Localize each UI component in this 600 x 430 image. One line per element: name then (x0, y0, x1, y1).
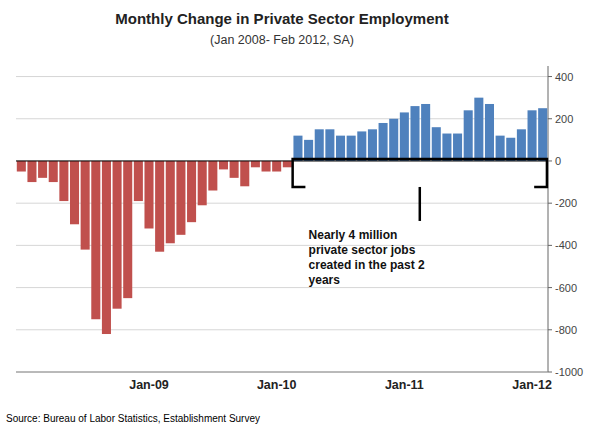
bar (198, 161, 207, 205)
zero-line (16, 160, 548, 161)
y-tick-label: -400 (555, 239, 577, 251)
bar (176, 161, 185, 235)
bracket (293, 159, 547, 221)
grid-line (16, 76, 548, 77)
annotation: Nearly 4 millionprivate sector jobscreat… (309, 228, 425, 287)
y-axis: -1000 -800 -600 -400 -200 0 200 400 (548, 66, 583, 378)
bar (166, 161, 175, 243)
bar (27, 161, 36, 182)
bar (336, 136, 345, 161)
bar (219, 161, 228, 169)
bar (17, 161, 26, 172)
bar (230, 161, 239, 178)
bar (379, 123, 388, 161)
y-tick-label: -800 (555, 324, 577, 336)
y-tick-label: -600 (555, 282, 577, 294)
bar (272, 161, 281, 172)
annotation-line: Nearly 4 million (309, 228, 398, 242)
subtitle: (Jan 2008- Feb 2012, SA) (210, 33, 354, 47)
y-tick (548, 329, 552, 330)
y-tick (548, 372, 552, 373)
y-tick-label: 200 (555, 113, 573, 125)
bar (134, 161, 143, 201)
y-tick-label: -1000 (555, 366, 583, 378)
bar (293, 136, 302, 161)
bar (442, 134, 451, 161)
bar (432, 127, 441, 161)
bar (538, 108, 547, 161)
bracket-stem (419, 187, 422, 221)
x-tick-label: Jan-11 (385, 378, 424, 392)
y-tick-label: 0 (555, 155, 561, 167)
bar (400, 112, 409, 161)
bar (59, 161, 68, 201)
bar (347, 136, 356, 161)
bar (315, 129, 324, 161)
x-tick-label: Jan-09 (129, 378, 169, 392)
bar (70, 161, 79, 224)
bar (496, 136, 505, 161)
y-tick (548, 245, 552, 246)
bar (81, 161, 90, 250)
bracket-outline (293, 159, 547, 187)
bar (389, 119, 398, 161)
chart-container: Monthly Change in Private Sector Employm… (0, 0, 600, 430)
bars (17, 98, 547, 334)
bar (517, 129, 526, 161)
chart-svg: Monthly Change in Private Sector Employm… (0, 0, 600, 430)
bar (464, 110, 473, 161)
bar (357, 131, 366, 161)
bar (123, 161, 132, 298)
grid-line (16, 329, 548, 330)
bar (485, 104, 494, 161)
x-axis-line (16, 372, 548, 373)
bar (283, 161, 292, 167)
bar (262, 161, 271, 172)
y-tick (548, 160, 552, 161)
y-tick (548, 203, 552, 204)
y-axis-line (548, 66, 549, 372)
bar (49, 161, 58, 182)
bar (453, 134, 462, 161)
bar (208, 161, 217, 191)
source: Source: Bureau of Labor Statistics, Esta… (6, 413, 260, 424)
annotation-line: years (309, 273, 341, 287)
x-axis: Jan-09 Jan-10 Jan-11 Jan-12 (129, 378, 552, 392)
bar (325, 129, 334, 161)
grid-line (16, 160, 548, 161)
x-tick-label: Jan-12 (512, 378, 552, 392)
bar (187, 161, 196, 222)
bar (155, 161, 164, 252)
bar (240, 161, 249, 186)
bar (421, 104, 430, 161)
bar (368, 129, 377, 161)
annotation-line: private sector jobs (309, 243, 416, 257)
title: Monthly Change in Private Sector Employm… (115, 10, 448, 27)
y-tick-label: 400 (555, 71, 573, 83)
bar (38, 161, 47, 178)
bar (91, 161, 100, 319)
bar (506, 138, 515, 161)
annotation-line: created in the past 2 (309, 258, 425, 272)
bar (144, 161, 153, 229)
grid-line (16, 372, 548, 373)
bar (474, 98, 483, 161)
y-tick (548, 287, 552, 288)
grid (16, 77, 548, 372)
y-tick (548, 76, 552, 77)
bar (410, 106, 419, 161)
bar (528, 110, 537, 161)
bar (102, 161, 111, 334)
x-tick-label: Jan-10 (257, 378, 297, 392)
y-tick-label: -200 (555, 197, 577, 209)
bar (113, 161, 122, 309)
bar (251, 161, 260, 167)
y-tick (548, 118, 552, 119)
